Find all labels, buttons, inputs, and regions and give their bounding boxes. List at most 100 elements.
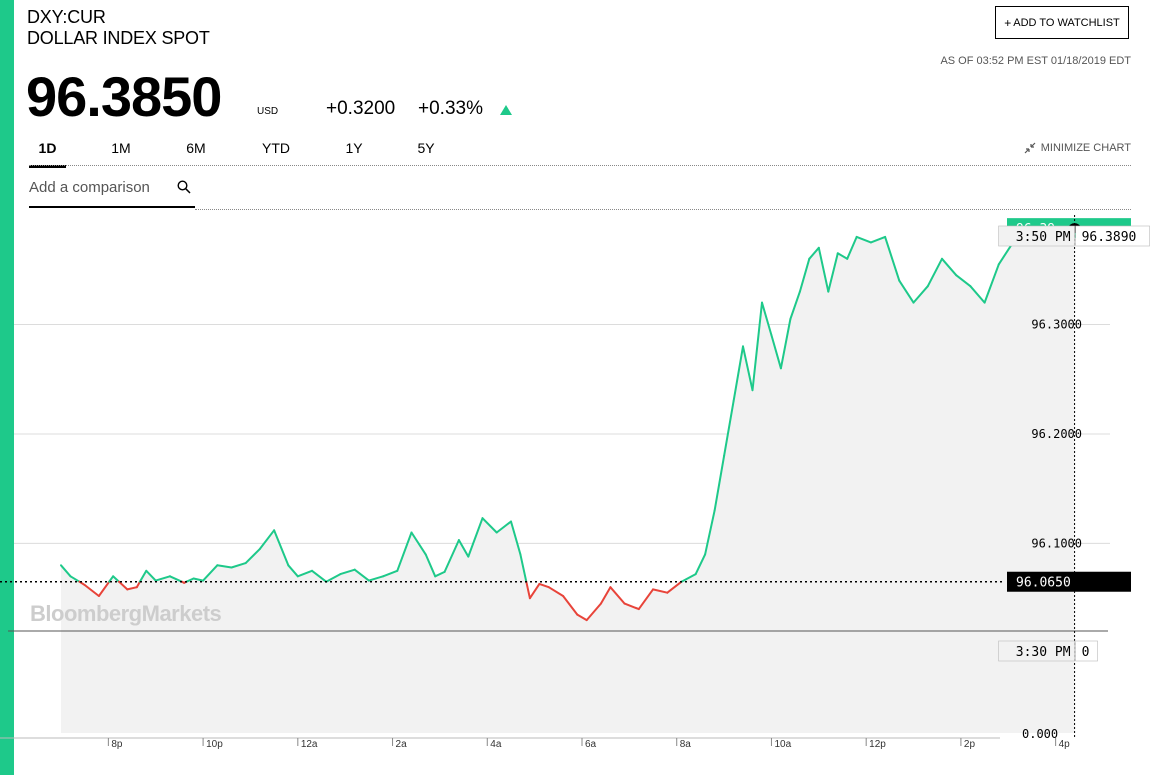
currency-label: USD — [257, 106, 279, 117]
price-line-segment — [770, 334, 782, 370]
price-line-segment — [457, 539, 470, 558]
price-line-segment — [382, 569, 399, 578]
price-line-segment — [869, 235, 887, 244]
y-tick-label: 96.1000 — [1031, 536, 1082, 550]
tab-6m[interactable]: 6M — [186, 140, 206, 156]
price-line-segment — [969, 285, 986, 304]
x-tick-label: 8a — [680, 739, 692, 750]
price-line-segment — [216, 564, 233, 569]
price-line-segment — [898, 279, 915, 304]
price-line-segment — [145, 569, 157, 582]
price-line-segment — [367, 575, 385, 582]
price-line-segment — [761, 301, 773, 337]
price-line-segment — [846, 235, 858, 260]
price-line-segment — [983, 263, 1000, 304]
price-line-segment — [808, 246, 820, 260]
price-line-segment — [884, 235, 901, 282]
divider — [29, 165, 1131, 166]
price-line-segment — [652, 588, 669, 594]
price-line-segment — [495, 520, 512, 534]
price-line-segment — [599, 586, 612, 605]
price-line-segment — [434, 570, 446, 578]
price-change: +0.3200 — [326, 98, 396, 119]
price-line-segment — [339, 568, 356, 576]
price-line-segment — [410, 531, 427, 556]
minimize-chart-label: MINIMIZE CHART — [1040, 142, 1131, 154]
price-line-segment — [519, 553, 528, 583]
price-line-segment — [273, 529, 290, 567]
price-line-segment — [836, 252, 849, 260]
comparison-search — [29, 175, 195, 208]
price-line-segment — [154, 575, 171, 582]
tab-1y[interactable]: 1Y — [345, 140, 363, 156]
search-icon[interactable] — [177, 180, 191, 194]
crosshair-time-label: 3:30 PM — [1016, 645, 1071, 660]
price-line-segment — [311, 569, 328, 583]
price-line-segment — [666, 580, 683, 594]
add-to-watchlist-button[interactable]: + ADD TO WATCHLIST — [995, 6, 1129, 39]
price-line-segment — [83, 584, 100, 597]
price-line-segment — [287, 564, 299, 578]
price-area — [61, 227, 1075, 733]
price-line-segment — [751, 301, 763, 392]
price-line-segment — [192, 577, 205, 582]
price-line-segment — [168, 575, 183, 583]
tab-5y[interactable]: 5Y — [417, 140, 435, 156]
price-line-segment — [510, 520, 522, 556]
price-line-segment — [817, 246, 830, 293]
price-line-segment — [723, 400, 735, 457]
y-tick-label: 96.3000 — [1031, 317, 1082, 331]
price-line-segment — [827, 252, 839, 293]
price-line-segment — [704, 509, 716, 556]
price-line-segment — [244, 547, 261, 565]
as-of-timestamp: AS OF 03:52 PM EST 01/18/2019 EDT — [940, 55, 1131, 67]
x-tick-label: 2a — [396, 739, 408, 750]
price-line-segment — [443, 539, 460, 573]
x-tick-label: 12a — [301, 739, 318, 750]
price-line-segment — [742, 345, 754, 392]
price-line-segment — [396, 531, 413, 572]
tab-ytd[interactable]: YTD — [262, 140, 290, 156]
x-tick-label: 4p — [1059, 739, 1071, 750]
y-tick-label: 96.2000 — [1031, 427, 1082, 441]
price-line-segment — [562, 595, 579, 616]
tab-1d[interactable]: 1D — [29, 140, 66, 168]
price-line-segment — [138, 569, 148, 583]
x-tick-label: 4a — [490, 739, 502, 750]
tab-1m[interactable]: 1M — [111, 140, 131, 156]
price-line-segment — [528, 582, 541, 600]
volume-axis-label: 0.000 — [1022, 727, 1058, 741]
price-line-segment — [637, 588, 654, 611]
x-tick-label: 2p — [964, 739, 976, 750]
price-line-segment — [680, 573, 697, 583]
price-line-segment — [112, 575, 120, 583]
previous-close-badge — [1007, 571, 1131, 592]
price-line-segment — [732, 345, 744, 403]
watchlist-button-label: ADD TO WATCHLIST — [1013, 16, 1120, 29]
divider — [195, 209, 1131, 210]
x-tick-label: 8p — [111, 739, 123, 750]
price-line-segment — [585, 602, 602, 622]
price-line-segment — [694, 553, 707, 576]
x-tick-label: 10a — [774, 739, 791, 750]
price-line-segment — [467, 517, 484, 558]
last-price: 96.3850 — [26, 65, 222, 128]
price-line-segment — [185, 577, 195, 583]
plus-icon: + — [1004, 15, 1012, 30]
price-line-segment — [118, 580, 129, 591]
percent-change: +0.33% — [418, 98, 483, 119]
price-line-segment — [230, 562, 247, 569]
price-line-segment — [912, 285, 929, 304]
crosshair-time-box — [998, 225, 1075, 247]
ticker-symbol: DXY:CUR — [27, 7, 106, 27]
minimize-chart-button[interactable]: MINIMIZE CHART — [1024, 142, 1131, 154]
price-line-segment — [609, 586, 626, 605]
crosshair-value-label: 96.3890 — [1082, 230, 1137, 245]
crosshair-time-label: 3:50 PM — [1016, 230, 1071, 245]
price-line-segment — [135, 580, 141, 589]
previous-close-label: 96.0650 — [1016, 576, 1071, 591]
price-line-segment — [713, 454, 726, 512]
price-line-segment — [97, 580, 111, 597]
comparison-input[interactable] — [29, 179, 169, 196]
